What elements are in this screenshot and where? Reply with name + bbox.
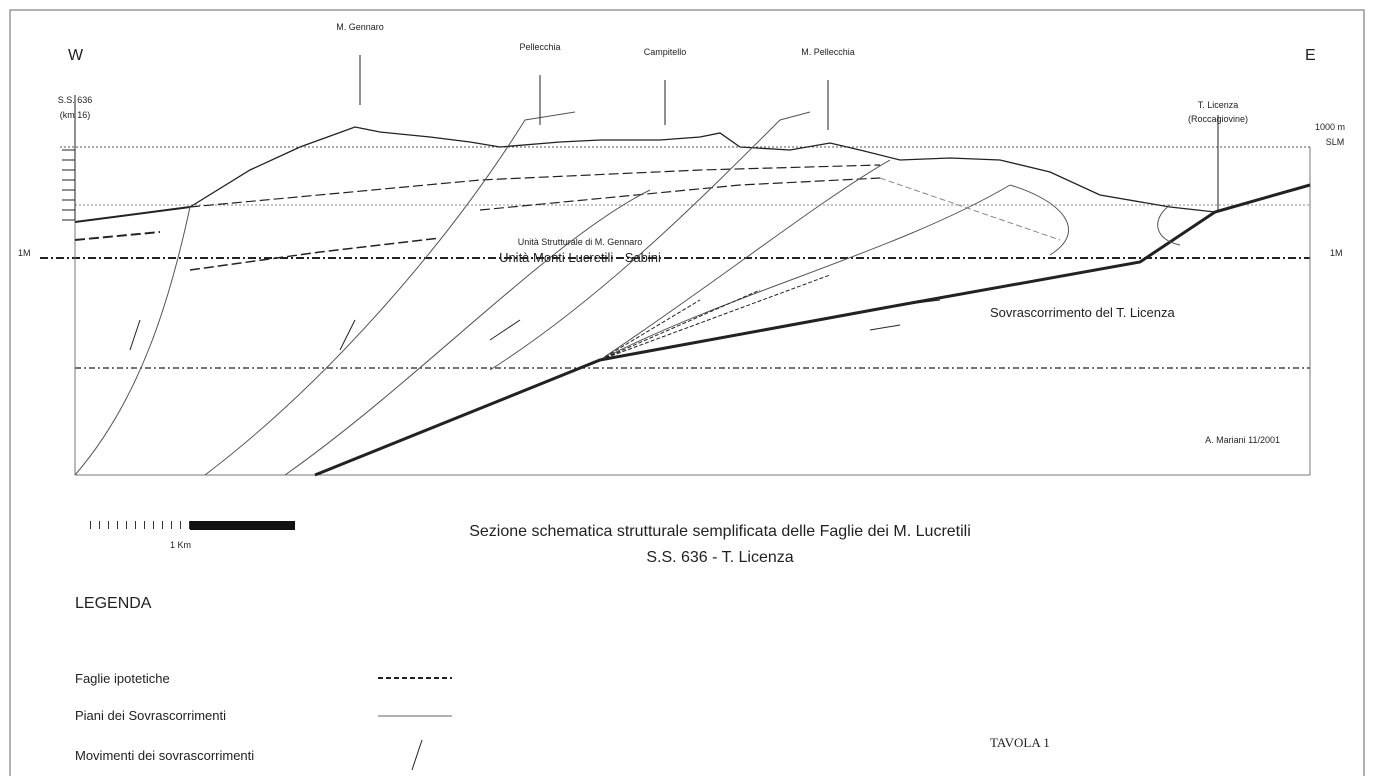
point-label: (km 16) (60, 110, 91, 120)
legend-item: Piani dei Sovrascorrimenti (75, 708, 226, 723)
elevation-label: 1000 m (1315, 122, 1345, 132)
unit-label: Unità Strutturale di M. Gennaro (518, 237, 643, 247)
level-label: 1M (1330, 248, 1343, 258)
scale-label: 1 Km (170, 540, 191, 550)
thrust-label: Sovrascorrimento del T. Licenza (990, 305, 1176, 320)
level-label: 1M (18, 248, 31, 258)
point-label: (Roccagiovine) (1188, 114, 1248, 124)
peak-label: M. Gennaro (336, 22, 384, 32)
west-label: W (68, 47, 84, 64)
point-label: T. Licenza (1198, 100, 1239, 110)
section-drawing (40, 55, 1311, 477)
caption: S.S. 636 - T. Licenza (646, 549, 793, 566)
legend-item: Faglie ipotetiche (75, 671, 170, 686)
legend-item: Movimenti dei sovrascorrimenti (75, 748, 254, 763)
section-labels: W E M. Gennaro Pellecchia Campitello M. … (18, 22, 1345, 445)
east-label: E (1305, 47, 1316, 64)
legend-symbol (411, 739, 423, 771)
unit-label: Unità Monti Lucretili - Sabini (499, 250, 661, 265)
plate-label: TAVOLA 1 (990, 735, 1050, 750)
legend-title: LEGENDA (75, 595, 152, 612)
elevation-label: SLM (1326, 137, 1345, 147)
author: A. Mariani 11/2001 (1205, 435, 1280, 445)
peak-label: Campitello (644, 47, 687, 57)
scale-bar: 1 Km (90, 521, 295, 550)
frame (9, 9, 1365, 781)
caption: Sezione schematica strutturale semplific… (469, 523, 971, 540)
peak-label: M. Pellecchia (801, 47, 855, 57)
peak-label: Pellecchia (519, 42, 560, 52)
point-label: S.S. 636 (58, 95, 93, 105)
